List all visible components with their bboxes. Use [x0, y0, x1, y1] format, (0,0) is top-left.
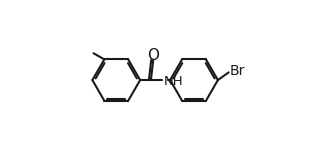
Text: NH: NH: [163, 75, 183, 88]
Text: O: O: [147, 48, 159, 63]
Text: Br: Br: [229, 64, 244, 78]
